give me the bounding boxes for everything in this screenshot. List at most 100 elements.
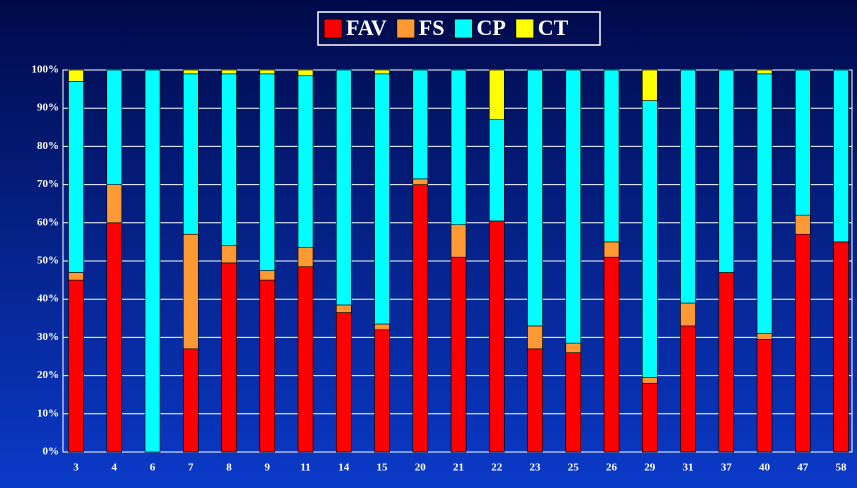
x-tick-label: 58 [836, 462, 848, 474]
bar-segment [641, 377, 658, 384]
bar-segment [833, 241, 849, 453]
bar-segment [412, 178, 429, 185]
bar-segment [565, 342, 582, 353]
bar-segment [641, 69, 658, 101]
y-tick-label: 100% [32, 64, 60, 76]
x-tick-label: 22 [491, 462, 503, 474]
bar-segment [68, 279, 84, 453]
legend-swatch [454, 18, 473, 39]
bar-segment [259, 69, 276, 75]
x-tick-label: 23 [530, 462, 542, 474]
y-tick-label: 30% [37, 331, 59, 343]
bar-segment [335, 312, 352, 453]
y-tick-label: 40% [37, 293, 59, 305]
bar-segment [756, 333, 773, 340]
bar-segment [221, 69, 237, 75]
bar-segment [182, 233, 199, 350]
y-tick-label: 50% [37, 255, 59, 267]
bar-segment [565, 352, 582, 453]
x-tick-label: 15 [377, 462, 389, 474]
x-tick-label: 31 [683, 462, 694, 474]
bar-segment [756, 69, 773, 75]
bar-segment [680, 325, 696, 453]
legend-label: CT [538, 15, 569, 40]
bar-segment [527, 69, 543, 327]
bar-segment [565, 69, 582, 344]
bar-segment [833, 69, 849, 243]
bar-segment [450, 256, 467, 453]
legend-label: FS [419, 15, 445, 40]
x-tick-label: 29 [644, 462, 656, 474]
bar-segment [297, 266, 314, 453]
x-tick-label: 3 [73, 462, 79, 474]
legend-label: CP [476, 15, 505, 40]
bar-segment [335, 304, 352, 313]
bar-segment [374, 323, 390, 331]
bar-segment [680, 69, 696, 304]
x-tick-label: 37 [721, 462, 733, 474]
y-tick-label: 0% [43, 446, 60, 458]
x-tick-label: 7 [188, 462, 194, 474]
bar-segment [182, 348, 199, 453]
bar-segment [488, 220, 505, 453]
x-tick-label: 47 [797, 462, 809, 474]
x-tick-label: 4 [112, 462, 118, 474]
bar-segment [221, 245, 237, 264]
x-tick-label: 9 [265, 462, 271, 474]
bar-segment [527, 348, 543, 453]
bar-segment [297, 75, 314, 248]
bar-segment [794, 214, 811, 235]
bar-segment [106, 184, 123, 224]
x-tick-label: 8 [226, 462, 232, 474]
y-tick-label: 20% [37, 369, 59, 381]
legend-swatch [323, 18, 343, 39]
bar-segment [68, 69, 84, 82]
bar-segment [450, 224, 467, 258]
legend-swatch [396, 18, 416, 39]
x-tick-label: 11 [300, 462, 310, 474]
bar-segment [794, 69, 811, 216]
bar-segment [641, 382, 658, 453]
bar-segment [756, 73, 773, 334]
bar-segment [527, 325, 543, 350]
x-tick-label: 40 [759, 462, 771, 474]
bar-segment [412, 184, 429, 453]
bar-segment [794, 233, 811, 453]
bar-segment [259, 73, 276, 271]
bar-segment [488, 119, 505, 222]
bar-segment [603, 256, 620, 453]
bar-segment [182, 69, 199, 75]
y-tick-label: 90% [37, 102, 59, 114]
bar-segment [603, 241, 620, 258]
bar-segment [221, 262, 237, 453]
bar-segment [297, 247, 314, 268]
x-tick-label: 21 [453, 462, 464, 474]
bar-segment [221, 73, 237, 247]
y-tick-label: 60% [37, 216, 59, 228]
legend-swatch [515, 18, 535, 39]
x-tick-label: 14 [338, 462, 350, 474]
bar-segment [718, 69, 735, 273]
bar-segment [450, 69, 467, 226]
y-tick-label: 80% [37, 140, 59, 152]
bar-segment [259, 279, 276, 453]
x-tick-label: 20 [415, 462, 427, 474]
bar-segment [144, 69, 161, 453]
y-tick-label: 70% [37, 178, 59, 190]
x-tick-label: 25 [568, 462, 580, 474]
bar-segment [335, 69, 352, 306]
bar-segment [718, 272, 735, 453]
bar-segment [374, 69, 390, 75]
bar-segment [182, 73, 199, 235]
bar-segment [68, 81, 84, 273]
x-tick-label: 6 [150, 462, 156, 474]
bar-segment [106, 222, 123, 453]
bar-segment [297, 69, 314, 77]
legend-label: FAV [346, 15, 387, 40]
bar-segment [374, 73, 390, 325]
bar-segment [412, 69, 429, 180]
bar-segment [756, 339, 773, 453]
bar-segment [603, 69, 620, 243]
